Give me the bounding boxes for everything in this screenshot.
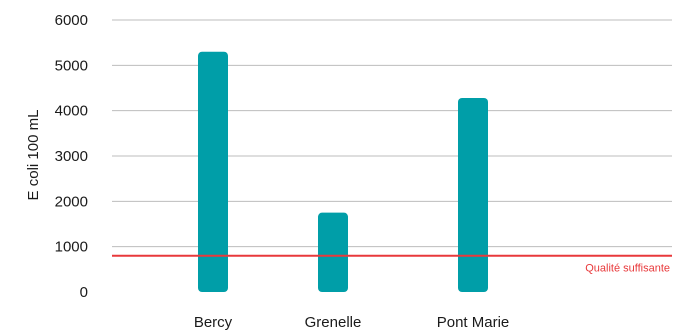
- bar-grenelle: [318, 212, 348, 292]
- x-tick-label: Pont Marie: [437, 314, 510, 331]
- y-axis-label: E coli 100 mL: [25, 110, 42, 201]
- y-tick-label: 0: [80, 284, 88, 301]
- threshold-label: Qualité suffisante: [585, 263, 670, 275]
- y-tick-label: 6000: [55, 12, 88, 29]
- bar-bercy: [198, 51, 228, 292]
- x-axis-ticks: Bercy Grenelle Pont Marie: [194, 314, 509, 331]
- y-tick-label: 5000: [55, 57, 88, 74]
- y-axis-ticks: 0 1000 2000 3000 4000 5000 6000: [55, 12, 88, 301]
- bar-pont-marie: [458, 97, 488, 293]
- y-tick-label: 4000: [55, 103, 88, 120]
- bars: [198, 51, 488, 293]
- gridlines: [112, 19, 672, 248]
- x-tick-label: Grenelle: [305, 314, 362, 331]
- y-tick-label: 3000: [55, 148, 88, 165]
- x-tick-label: Bercy: [194, 314, 233, 331]
- y-tick-label: 1000: [55, 239, 88, 256]
- y-tick-label: 2000: [55, 193, 88, 210]
